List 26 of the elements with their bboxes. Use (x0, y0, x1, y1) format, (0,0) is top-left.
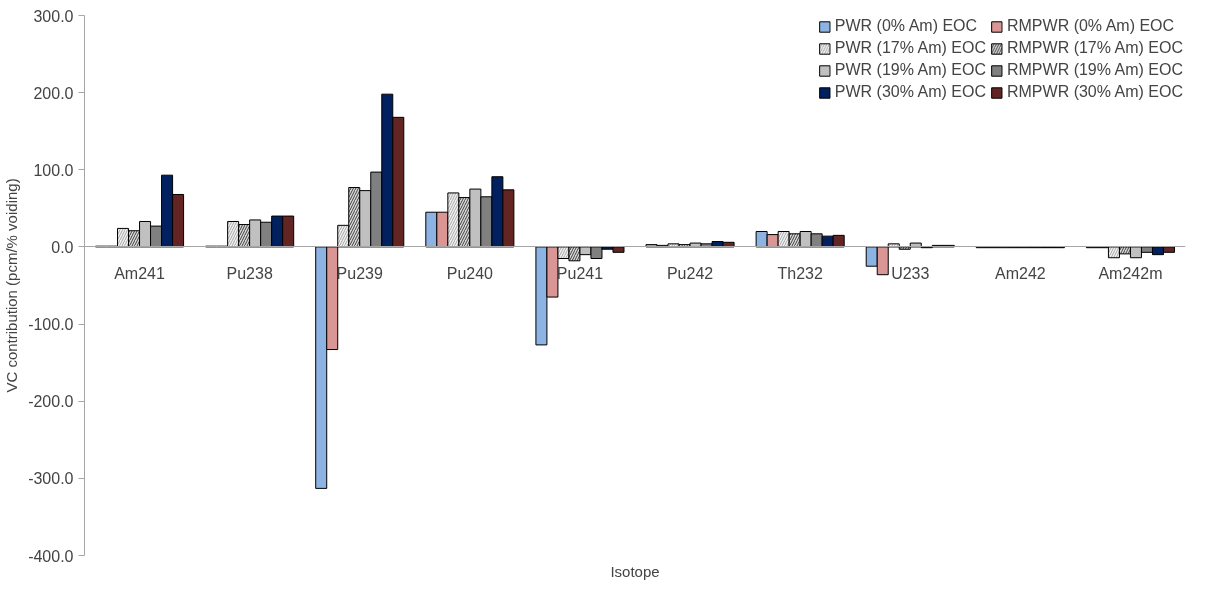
x-tick-label: Pu238 (226, 264, 273, 282)
y-axis-title: VC contribution (pcm/% voiding) (3, 178, 21, 393)
legend-label: PWR (0% Am) EOC (834, 17, 978, 35)
y-tick-label: 200.0 (33, 84, 74, 102)
y-tick-label: 300.0 (33, 7, 74, 25)
y-tick-label: 100.0 (33, 161, 74, 179)
y-tick-label: -300.0 (28, 470, 74, 488)
legend-label: RMPWR (0% Am) EOC (1006, 17, 1175, 35)
x-tick-label: Th232 (777, 264, 823, 282)
x-tick-label: U233 (891, 264, 930, 282)
x-tick-label: Pu242 (666, 264, 714, 282)
y-tick-label: -400.0 (28, 547, 74, 565)
y-tick-label: 0.0 (51, 238, 74, 256)
x-tick-label: Am241 (114, 264, 165, 282)
y-tick-label: -200.0 (28, 393, 74, 411)
y-tick-label: -100.0 (28, 316, 74, 334)
x-tick-label: Am242m (1098, 264, 1163, 282)
legend-label: PWR (19% Am) EOC (834, 61, 986, 79)
legend-label: RMPWR (17% Am) EOC (1006, 39, 1183, 57)
legend-label: RMPWR (19% Am) EOC (1006, 61, 1183, 79)
legend-label: PWR (17% Am) EOC (834, 39, 986, 57)
x-axis-title: Isotope (610, 562, 660, 580)
x-tick-label: Am242 (995, 264, 1046, 282)
x-tick-label: Pu240 (446, 264, 494, 282)
legend-label: RMPWR (30% Am) EOC (1006, 83, 1183, 101)
legend-label: PWR (30% Am) EOC (834, 83, 986, 101)
